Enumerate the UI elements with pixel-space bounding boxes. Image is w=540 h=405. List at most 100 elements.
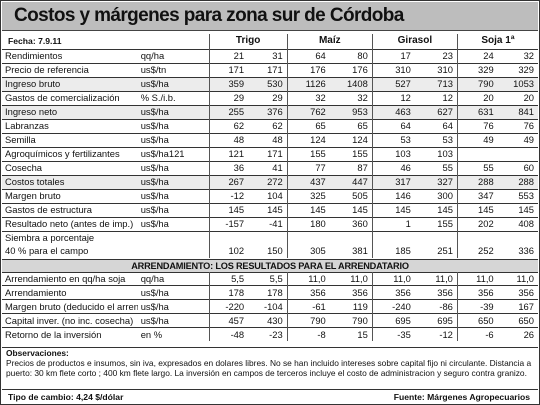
value-cell: 65 bbox=[329, 118, 373, 133]
section-arrendamiento-title: ARRENDAMIENTO: LOS RESULTADOS PARA EL AR… bbox=[2, 259, 538, 273]
value-cell: 790 bbox=[456, 76, 498, 91]
crop-header: Soja 1ª bbox=[456, 34, 538, 49]
value-cell: -61 bbox=[286, 299, 330, 314]
value-cell: 145 bbox=[371, 202, 415, 217]
value-cell: 176 bbox=[329, 62, 373, 77]
table-row: Costos totales us$/ha 267 272 437 447 317 327 28… bbox=[2, 174, 538, 189]
value-cell: 36 bbox=[208, 160, 249, 175]
value-cell: 1 bbox=[371, 216, 415, 231]
value-cell: 553 bbox=[497, 188, 538, 203]
value-cell: 356 bbox=[497, 285, 538, 300]
row-label: Rendimientos bbox=[2, 48, 138, 63]
value-cell: 146 bbox=[371, 188, 415, 203]
value-cell: 176 bbox=[286, 62, 330, 77]
row-label: Resultado neto (antes de imp.) bbox=[2, 216, 138, 231]
value-cell: 178 bbox=[208, 285, 249, 300]
value-cell: 29 bbox=[208, 90, 249, 105]
value-cell: 12 bbox=[414, 90, 458, 105]
value-cell: 167 bbox=[497, 299, 538, 314]
value-cell: 180 bbox=[286, 216, 330, 231]
row-unit: us$/ha bbox=[137, 160, 210, 175]
value-cell: 336 bbox=[518, 245, 534, 256]
table-row: Agroquímicos y fertilizantes us$/ha121 121… bbox=[2, 146, 538, 161]
table-row: Resultado neto (antes de imp.) us$/ha -157… bbox=[2, 216, 538, 231]
title-bar: Costos y márgenes para zona sur de Córdo… bbox=[2, 2, 538, 31]
value-cell: 77 bbox=[286, 160, 330, 175]
row-unit: us$/ha bbox=[137, 299, 210, 314]
value-cell: 650 bbox=[456, 313, 498, 328]
spacer-cell bbox=[248, 230, 288, 245]
value-cell: 790 bbox=[286, 313, 330, 328]
value-cell: 1408 bbox=[329, 76, 373, 91]
value-cell: 124 bbox=[286, 132, 330, 147]
value-cell: 21 bbox=[208, 48, 249, 63]
value-cell: 356 bbox=[286, 285, 330, 300]
value-cell: 49 bbox=[456, 132, 498, 147]
value-cell: 841 bbox=[497, 104, 538, 119]
value-cell: -23 bbox=[248, 327, 288, 341]
value-cell: 5,5 bbox=[208, 272, 249, 286]
siembra-label-2: 40 % para el campo bbox=[5, 245, 89, 256]
row-label: Ingreso neto bbox=[2, 104, 138, 119]
value-cell: 150 bbox=[267, 245, 283, 256]
value-cell: 15 bbox=[329, 327, 373, 341]
value-cell: -6 bbox=[456, 327, 498, 341]
value-cell: 327 bbox=[414, 174, 458, 189]
row-unit: us$/ha bbox=[137, 216, 210, 231]
row-label: Cosecha bbox=[2, 160, 138, 175]
value-cell: 347 bbox=[456, 188, 498, 203]
header-row: Fecha: 7.9.11 Trigo Maíz Girasol Soja 1ª bbox=[2, 34, 538, 49]
value-cell: 447 bbox=[329, 174, 373, 189]
value-cell: 24 bbox=[456, 48, 498, 63]
value-cell: 62 bbox=[248, 118, 288, 133]
spacer-cell bbox=[414, 230, 458, 245]
value-cell: 457 bbox=[208, 313, 249, 328]
value-cell: 17 bbox=[371, 48, 415, 63]
value-cell: 41 bbox=[248, 160, 288, 175]
observations: Observaciones: Precios de productos e in… bbox=[2, 347, 538, 389]
value-cell: -12 bbox=[414, 327, 458, 341]
spacer-cell bbox=[329, 230, 373, 245]
value-cell: 20 bbox=[497, 90, 538, 105]
value-cell: -39 bbox=[456, 299, 498, 314]
row-unit: us$/ha bbox=[137, 76, 210, 91]
value-cell: 356 bbox=[329, 285, 373, 300]
row-label: Capital inver. (no inc. cosecha) bbox=[2, 313, 138, 328]
arrendamiento-row: Arrendamiento en qq/ha soja qq/ha 5,5 5,5 11… bbox=[2, 272, 538, 286]
value-cell: 267 bbox=[208, 174, 249, 189]
row-label: Gastos de comercialización bbox=[2, 90, 138, 105]
row-unit: us$/ha bbox=[137, 285, 210, 300]
value-cell: -104 bbox=[248, 299, 288, 314]
row-unit: us$/ha bbox=[137, 313, 210, 328]
value-cell bbox=[456, 146, 498, 161]
row-unit: us$/ha bbox=[137, 202, 210, 217]
row-label: Arrendamiento bbox=[2, 285, 138, 300]
value-cell: 288 bbox=[497, 174, 538, 189]
value-cell: 463 bbox=[371, 104, 415, 119]
value-cell: 251 bbox=[437, 245, 453, 256]
spacer-cell bbox=[497, 230, 538, 245]
value-cell: 121 bbox=[208, 146, 249, 161]
spacer-cell bbox=[456, 230, 498, 245]
spacer-cell bbox=[371, 230, 415, 245]
row-label: Precio de referencia bbox=[2, 62, 138, 77]
value-cell: 64 bbox=[371, 118, 415, 133]
table-row: Gastos de estructura us$/ha 145 145 145 145 14… bbox=[2, 202, 538, 217]
value-cell: 12 bbox=[371, 90, 415, 105]
value-cell: -8 bbox=[286, 327, 330, 341]
value-cell: 119 bbox=[329, 299, 373, 314]
arrendamiento-row: Retorno de la inversión en % -48 -23 -8 15 -35… bbox=[2, 327, 538, 341]
value-cell: 145 bbox=[456, 202, 498, 217]
row-label: Ingreso bruto bbox=[2, 76, 138, 91]
table-row: Labranzas us$/ha 62 62 65 65 64 64 76 76 bbox=[2, 118, 538, 133]
value-cell: 145 bbox=[286, 202, 330, 217]
value-cell: 11,0 bbox=[456, 272, 498, 286]
row-label: Margen bruto (deducido el arren.) bbox=[2, 299, 138, 314]
page-title: Costos y márgenes para zona sur de Córdo… bbox=[14, 5, 404, 26]
value-cell: 102 bbox=[208, 244, 249, 258]
value-cell: 124 bbox=[329, 132, 373, 147]
crop-header: Trigo bbox=[208, 34, 288, 49]
arrendamiento-row: Margen bruto (deducido el arren.) us$/ha -… bbox=[2, 299, 538, 314]
row-unit: en % bbox=[137, 327, 210, 341]
